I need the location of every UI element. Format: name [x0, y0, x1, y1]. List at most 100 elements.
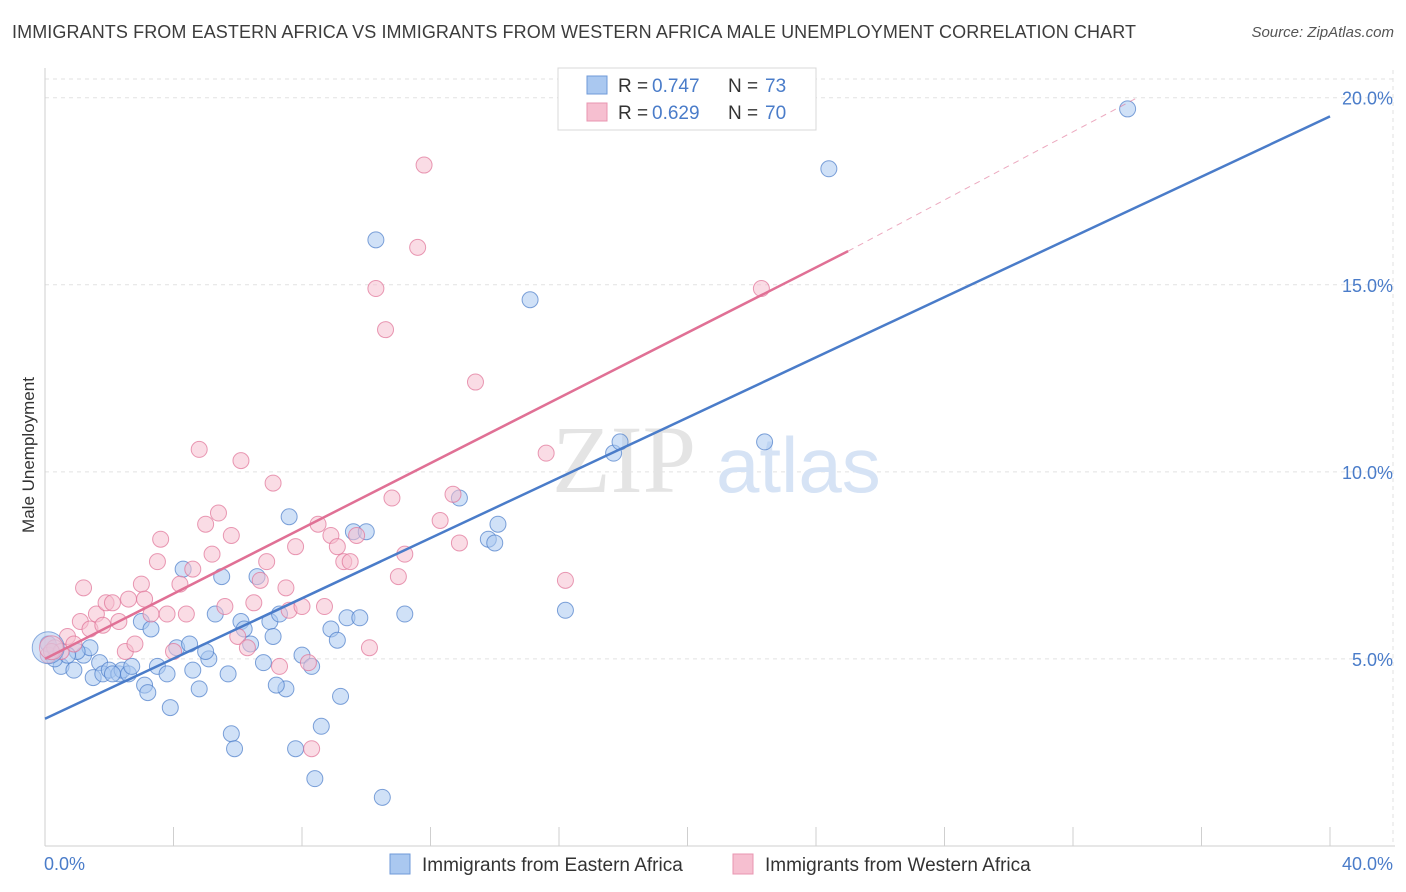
point-western-62	[444, 485, 462, 503]
point-western-21	[158, 605, 176, 623]
point-western-55	[377, 321, 395, 339]
point-western-54	[367, 280, 385, 298]
point-eastern-55	[556, 601, 574, 619]
y-tick-label-0: 5.0%	[1352, 650, 1393, 670]
legend-r-label-eastern: R =	[618, 76, 648, 97]
point-western-27	[197, 515, 215, 533]
point-eastern-21	[190, 680, 208, 698]
point-eastern-53	[489, 515, 507, 533]
point-western-34	[238, 639, 256, 657]
y-axis-title: Male Unemployment	[19, 377, 38, 533]
point-eastern-48	[373, 788, 391, 806]
point-western-36	[251, 571, 269, 589]
point-eastern-17	[161, 699, 179, 717]
point-western-61	[431, 511, 449, 529]
point-western-53	[360, 639, 378, 657]
point-western-25	[184, 560, 202, 578]
y-tick-label-1: 10.0%	[1342, 463, 1393, 483]
point-western-24	[177, 605, 195, 623]
point-eastern-12	[123, 657, 141, 675]
point-eastern-71	[367, 231, 385, 249]
point-eastern-43	[328, 631, 346, 649]
trend-line-western	[44, 249, 849, 661]
point-western-44	[299, 654, 317, 672]
point-eastern-54	[521, 291, 539, 309]
point-western-49	[328, 538, 346, 556]
point-western-38	[264, 474, 282, 492]
bottom-legend-label-eastern: Immigrants from Eastern Africa	[422, 855, 683, 876]
trend-lines	[44, 97, 1331, 720]
bottom-legend-label-western: Immigrants from Western Africa	[765, 855, 1031, 876]
point-western-39	[271, 657, 289, 675]
legend-r-label-western: R =	[618, 103, 648, 124]
legend-swatch-eastern	[586, 75, 608, 95]
point-western-63	[450, 534, 468, 552]
point-western-29	[209, 504, 227, 522]
bottom-legend-swatch-eastern	[389, 853, 411, 875]
axes	[44, 68, 1395, 847]
point-western-28	[203, 545, 221, 563]
point-eastern-52	[486, 534, 504, 552]
point-western-42	[287, 538, 305, 556]
legend-n-value-eastern: 73	[765, 76, 786, 97]
source-label: Source: ZipAtlas.com	[1251, 24, 1394, 41]
watermark-zip: ZIP	[552, 406, 696, 513]
y-tick-label-2: 15.0%	[1342, 276, 1393, 296]
point-western-66	[556, 571, 574, 589]
bottom-legend: Immigrants from Eastern Africa Immigrant…	[389, 853, 1031, 876]
point-western-19	[148, 553, 166, 571]
point-western-57	[389, 568, 407, 586]
point-eastern-25	[219, 665, 237, 683]
point-western-6	[75, 579, 93, 597]
point-eastern-14	[139, 684, 157, 702]
point-eastern-36	[280, 508, 298, 526]
point-western-33	[232, 452, 250, 470]
watermark-atlas: atlas	[716, 421, 881, 509]
point-eastern-37	[287, 740, 305, 758]
legend-n-label-western: N =	[728, 103, 758, 124]
point-western-59	[409, 238, 427, 256]
trend-line-eastern	[44, 115, 1331, 720]
x-tick-label-max: 40.0%	[1342, 854, 1393, 874]
point-eastern-58	[756, 433, 774, 451]
point-western-52	[348, 526, 366, 544]
point-eastern-72	[184, 661, 202, 679]
point-eastern-66	[103, 665, 121, 683]
point-eastern-68	[267, 676, 285, 694]
point-eastern-40	[306, 770, 324, 788]
point-eastern-60	[1119, 100, 1137, 118]
legend-r-value-eastern: 0.747	[652, 76, 700, 97]
point-eastern-2	[65, 661, 83, 679]
point-eastern-44	[332, 687, 350, 705]
point-eastern-41	[312, 717, 330, 735]
point-western-37	[258, 553, 276, 571]
point-eastern-49	[396, 605, 414, 623]
point-western-14	[120, 590, 138, 608]
point-western-56	[383, 489, 401, 507]
point-western-30	[216, 598, 234, 616]
point-western-65	[537, 444, 555, 462]
tick-labels: 5.0% 10.0% 15.0% 20.0% 0.0% 40.0%	[44, 89, 1393, 874]
point-western-60	[415, 156, 433, 174]
point-western-51	[341, 553, 359, 571]
point-eastern-27	[226, 740, 244, 758]
point-western-26	[190, 440, 208, 458]
point-western-20	[152, 530, 170, 548]
watermark: ZIP atlas	[552, 406, 881, 513]
point-western-35	[245, 594, 263, 612]
point-eastern-62	[142, 620, 160, 638]
point-western-11	[103, 594, 121, 612]
point-eastern-31	[254, 654, 272, 672]
point-eastern-33	[264, 627, 282, 645]
point-western-15	[126, 635, 144, 653]
legend: R = 0.747 N = 73 R = 0.629 N = 70	[557, 67, 817, 131]
legend-r-value-western: 0.629	[652, 103, 700, 124]
legend-n-value-western: 70	[765, 103, 786, 124]
x-tick-label-min: 0.0%	[44, 854, 85, 874]
point-eastern-26	[222, 725, 240, 743]
point-western-47	[315, 598, 333, 616]
point-western-16	[132, 575, 150, 593]
y-tick-label-3: 20.0%	[1342, 89, 1393, 109]
legend-swatch-western	[586, 102, 608, 122]
